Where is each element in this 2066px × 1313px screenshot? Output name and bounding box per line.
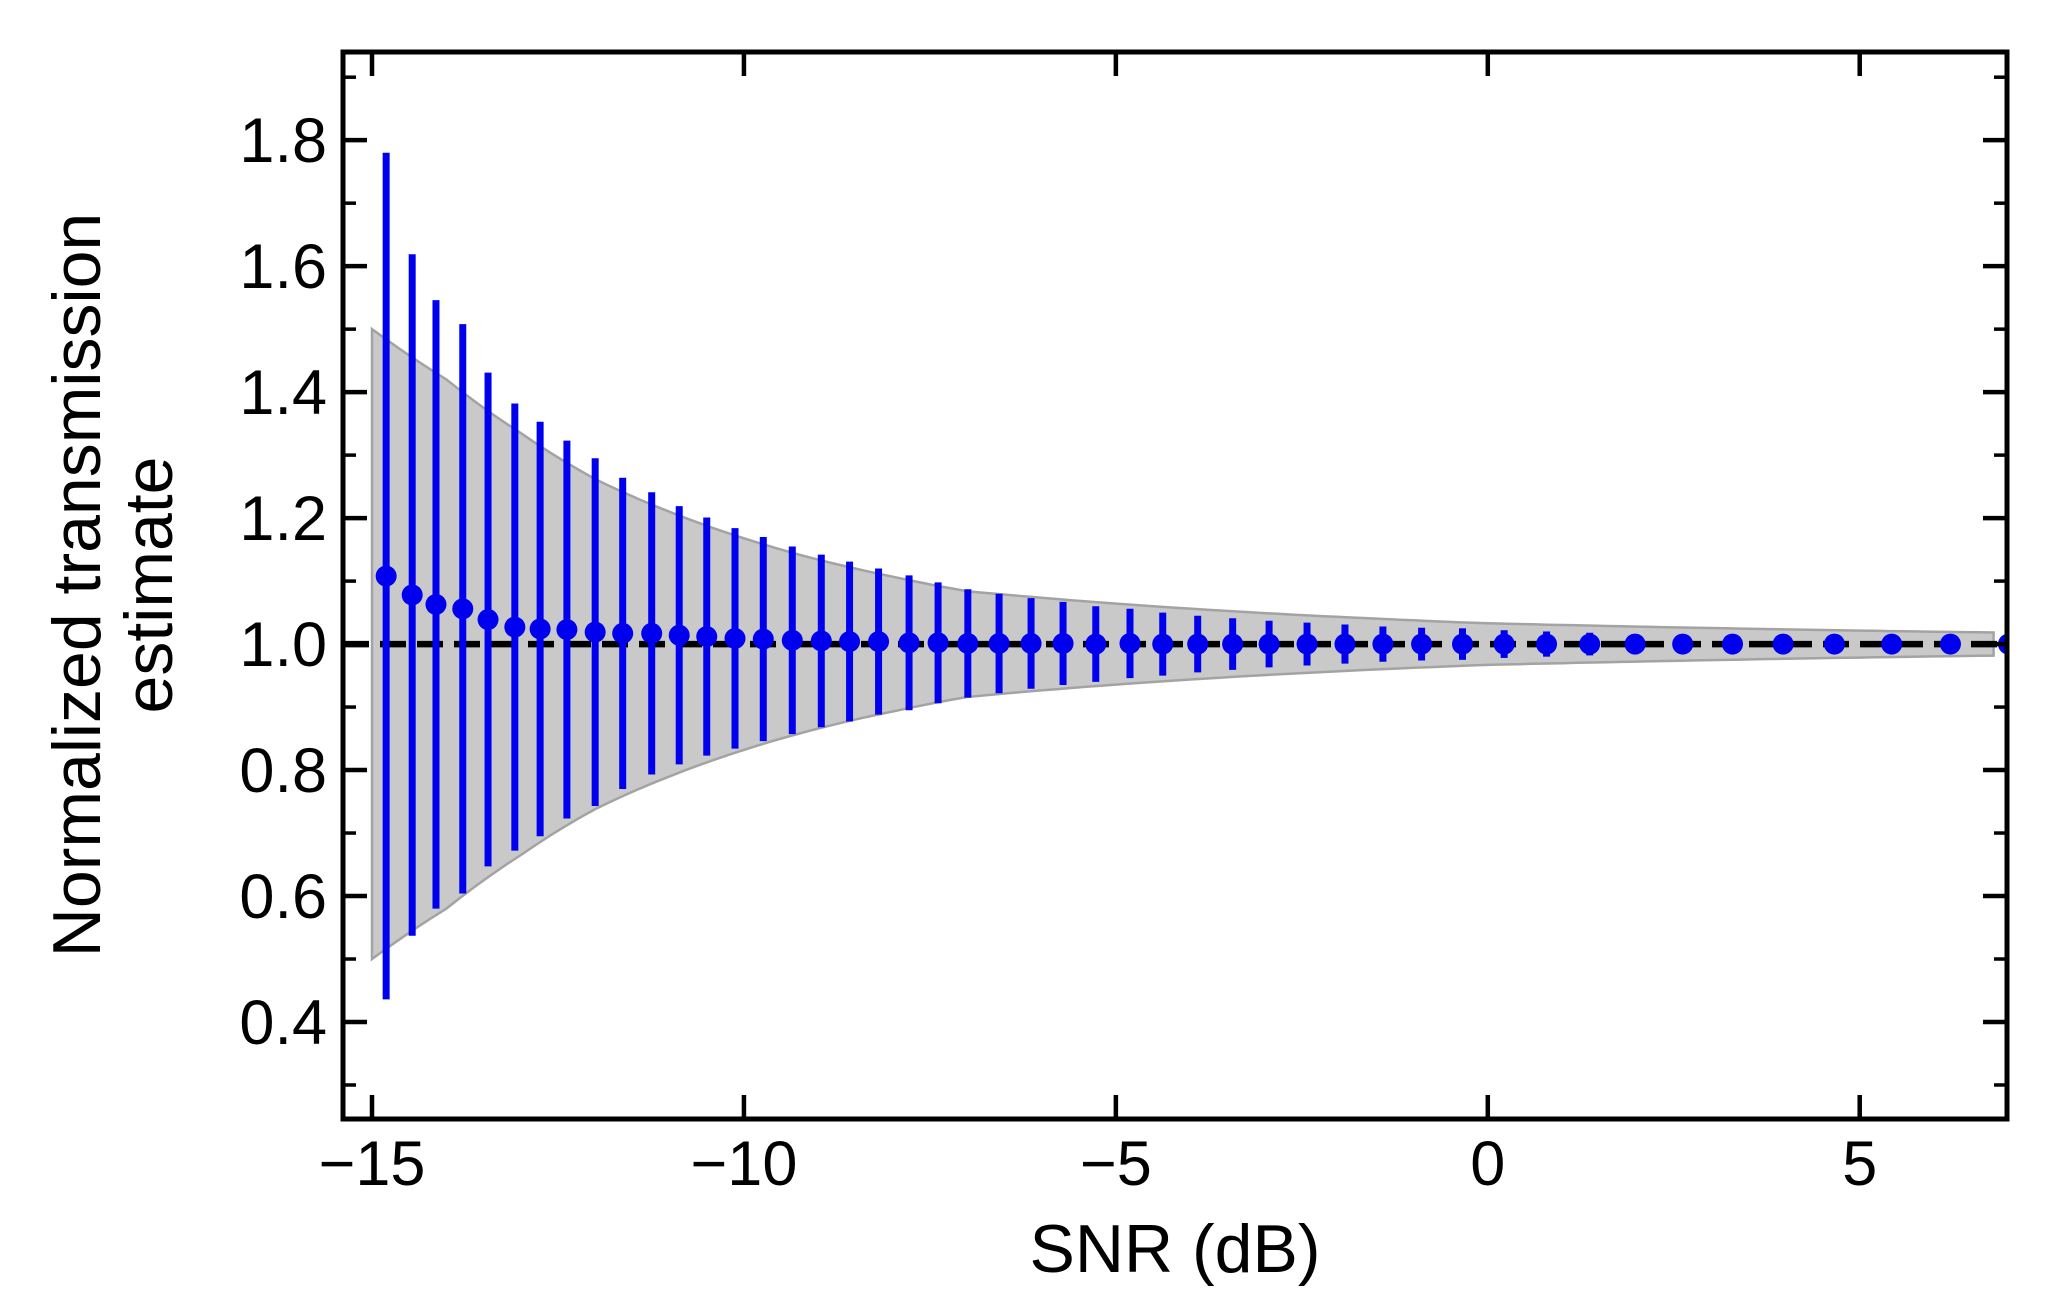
- data-point: [452, 598, 474, 620]
- data-point: [927, 632, 949, 654]
- axes-layer: [340, 49, 2010, 1122]
- data-point: [1939, 633, 1961, 655]
- y-tick-label: 1.4: [239, 358, 327, 428]
- data-points-layer: [375, 565, 2007, 655]
- y-tick-label: 1.0: [239, 610, 327, 680]
- data-point: [1536, 633, 1558, 655]
- data-point: [504, 616, 526, 638]
- data-point: [556, 619, 578, 641]
- data-point: [1334, 633, 1356, 655]
- data-point: [696, 626, 718, 648]
- data-point: [375, 565, 397, 587]
- data-point: [1493, 633, 1515, 655]
- data-point: [529, 618, 551, 640]
- data-point: [584, 621, 606, 643]
- data-point: [1722, 633, 1744, 655]
- x-tick-label: −5: [1080, 1129, 1152, 1199]
- data-point: [898, 632, 920, 654]
- y-axis-title-line1: Normalized transmission: [39, 213, 115, 957]
- x-tick-label: −15: [319, 1129, 426, 1199]
- data-point: [868, 631, 890, 653]
- data-point: [1372, 633, 1394, 655]
- data-point: [1881, 633, 1903, 655]
- tick-labels-layer: −15 −10 −5 0 5 1.8 1.6 1.4 1.2 1.0 0.8 0.6 0.4: [239, 106, 1877, 1199]
- x-tick-label: −10: [690, 1129, 797, 1199]
- data-point: [839, 631, 861, 653]
- y-tick-label: 0.6: [239, 862, 327, 932]
- data-point: [1772, 633, 1794, 655]
- data-point: [425, 593, 447, 615]
- data-point: [612, 622, 634, 644]
- data-point: [810, 630, 832, 652]
- data-point: [1020, 632, 1042, 654]
- data-point: [1052, 632, 1074, 654]
- data-point: [1451, 633, 1473, 655]
- data-point: [1624, 633, 1646, 655]
- x-tick-label: 0: [1470, 1129, 1505, 1199]
- data-point: [641, 622, 663, 644]
- data-point: [781, 629, 803, 651]
- data-point: [1258, 633, 1280, 655]
- data-point: [988, 632, 1010, 654]
- y-tick-label: 1.2: [239, 484, 327, 554]
- data-point: [401, 584, 423, 606]
- data-point: [1823, 633, 1845, 655]
- y-tick-label: 0.8: [239, 736, 327, 806]
- data-point: [1152, 633, 1174, 655]
- x-axis-title: SNR (dB): [1030, 1211, 1321, 1287]
- data-point: [724, 627, 746, 649]
- data-point: [668, 624, 690, 646]
- data-point: [1085, 633, 1107, 655]
- data-point: [957, 632, 979, 654]
- y-axis-title-line2: estimate: [111, 457, 187, 714]
- y-tick-label: 1.6: [239, 232, 327, 302]
- data-point: [1672, 633, 1694, 655]
- data-point: [1187, 633, 1209, 655]
- data-point: [1579, 633, 1601, 655]
- y-tick-label: 0.4: [239, 988, 327, 1058]
- y-tick-label: 1.8: [239, 106, 327, 176]
- data-point: [1296, 633, 1318, 655]
- data-point: [1222, 633, 1244, 655]
- x-tick-label: 5: [1842, 1129, 1877, 1199]
- data-point: [477, 609, 499, 631]
- data-point: [752, 628, 774, 650]
- plot-border: [340, 49, 2010, 1122]
- data-point: [1411, 633, 1433, 655]
- data-point: [1119, 632, 1141, 654]
